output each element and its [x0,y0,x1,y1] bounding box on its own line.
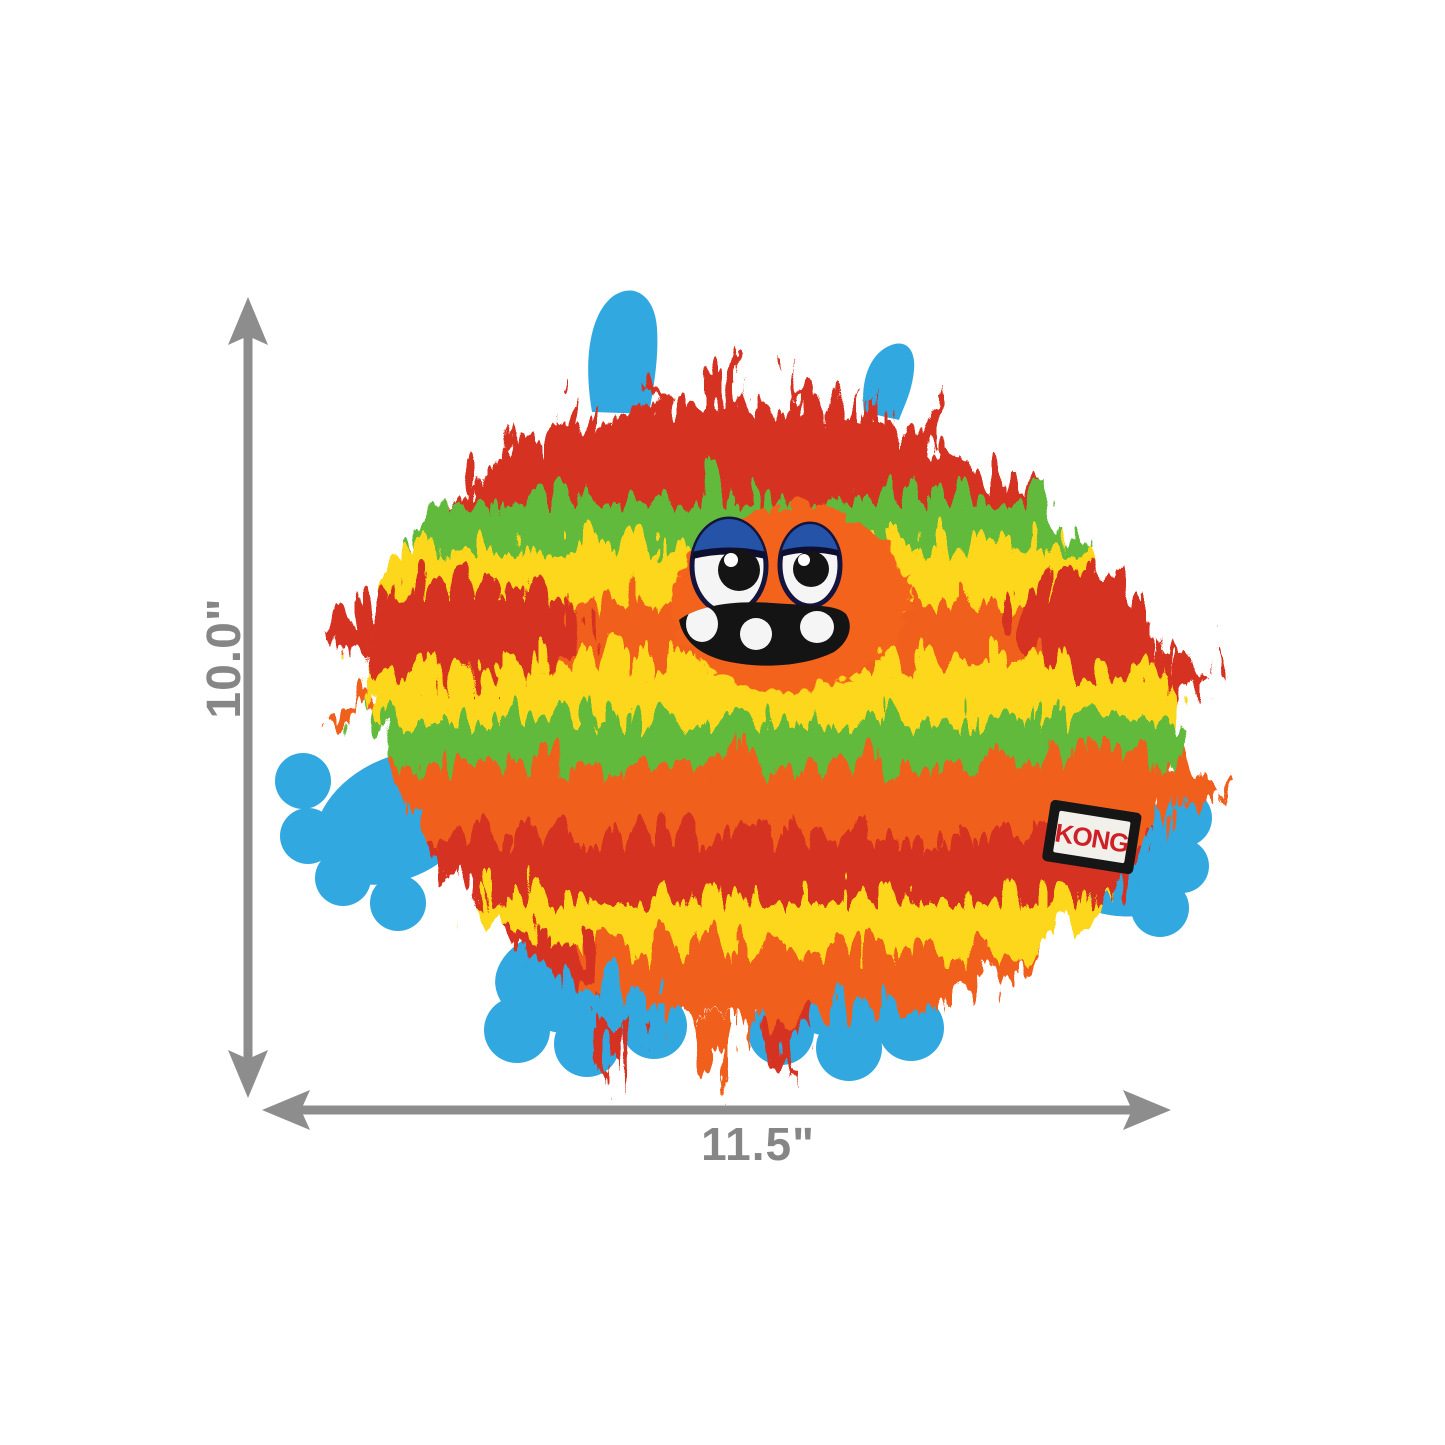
fur-tuft [1145,730,1205,800]
left-foot-toe [484,997,550,1063]
width-arrowhead-right [1123,1090,1171,1130]
width-arrowhead-left [262,1090,310,1130]
fur-tuft [1140,610,1198,680]
fur-stripe [342,748,1159,818]
width-dimension: 11.5" [262,1090,1171,1170]
teeth [686,606,834,650]
fur-tuft [585,995,625,1065]
tooth [740,618,772,650]
left-eye-lid-line [692,547,766,560]
face [667,500,903,686]
right-paw-toe [1131,879,1189,937]
left-paw-toe [280,808,336,864]
left-eye-highlight [724,553,738,567]
kong-tag-face [1053,810,1131,864]
right-eye-lid-line [780,546,840,557]
width-label: 11.5" [701,1118,815,1170]
fur-tuft [755,995,795,1060]
right-paw-toe [1154,789,1212,847]
height-dimension: 10.0" [198,297,268,1098]
left-foot-toe [621,993,687,1059]
right-eye-highlight [798,554,810,566]
kong-tag: KONG [1042,799,1142,875]
fur-tuft [680,995,722,1075]
left-paw-toe [275,753,331,809]
left-paw-toe [370,875,426,931]
right-paw-toe [1155,839,1209,893]
fur-stripe [342,702,1159,748]
left-paw-toe [315,850,371,906]
right-foot-toe [816,1015,882,1081]
right-horn [863,343,915,420]
right-eye-pupil [793,551,829,587]
height-label: 10.0" [198,597,251,718]
left-eye-pupil [718,549,760,591]
tooth [686,606,718,642]
right-foot-toe [878,995,944,1061]
tooth [800,611,834,643]
height-arrowhead-top [228,297,268,345]
fur-patch [342,562,570,662]
fur-stripe [342,818,1159,878]
height-arrowhead-bottom [228,1050,268,1098]
